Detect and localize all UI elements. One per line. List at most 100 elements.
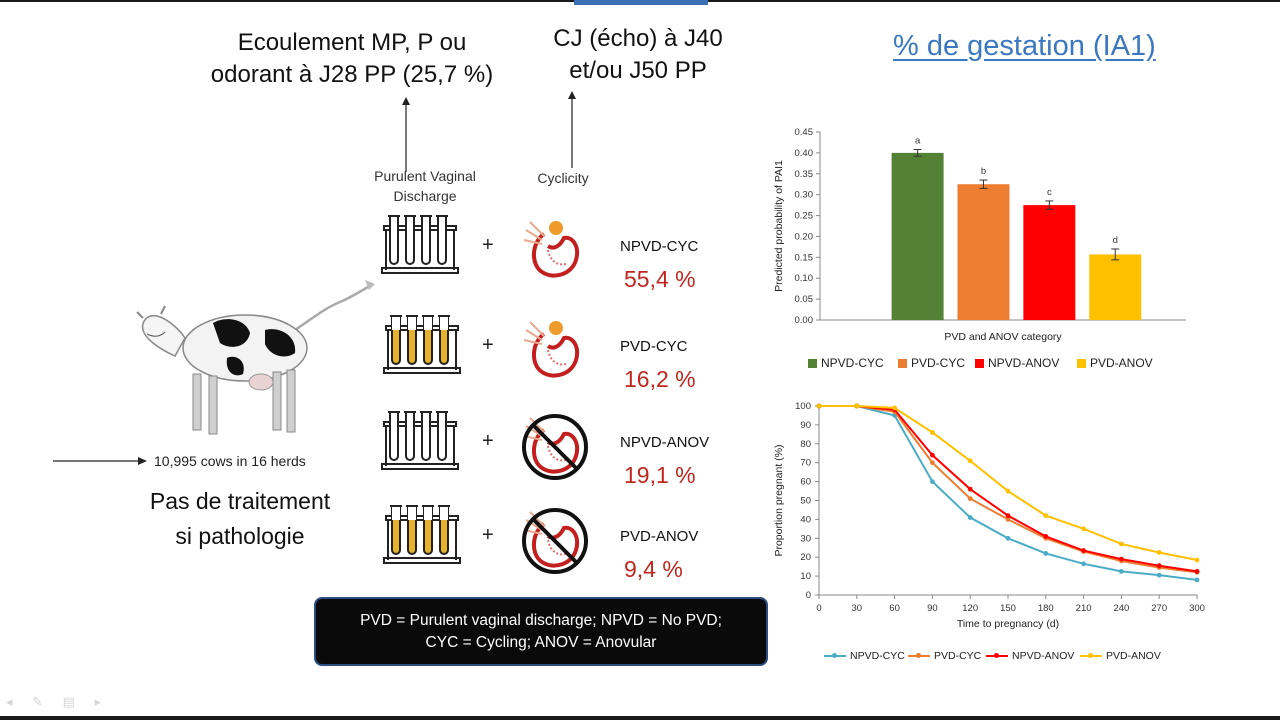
window-bottom-border (0, 716, 1280, 720)
bar-chart: 0.00 0.05 0.10 0.15 0.20 0.25 0.30 0.35 0.40 0.45… (773, 127, 1186, 343)
definitions-line-1: PVD = Purulent vaginal discharge; NPVD =… (360, 611, 722, 629)
line-chart: 0 10 20 30 40 50 60 70 80 90 100 0 30 60 90 120 150 180 21… (773, 401, 1205, 630)
legend-swatch (975, 358, 984, 368)
legend-item-pvd-anov: PVD-ANOV (1080, 650, 1161, 662)
x-tick-label: 0 (816, 603, 821, 614)
bar-pvd-anov (1089, 254, 1142, 320)
ovary-corpus-luteum-icon (520, 316, 590, 391)
series-point (1119, 556, 1124, 562)
legend-item-pvd-cyc: PVD-CYC (898, 356, 965, 370)
definitions-line-2: CYC = Cycling; ANOV = Anovular (425, 633, 657, 651)
series-point (1119, 541, 1124, 547)
test-tubes-icon (382, 312, 464, 389)
group-name-label: PVD-CYC (620, 338, 688, 355)
group-percentage: 16,2 % (624, 366, 696, 392)
presentation-toolbar[interactable]: ◂ ✎ ▤ ▸ (6, 694, 110, 709)
x-tick-label: 210 (1076, 603, 1092, 614)
series-point (930, 479, 935, 484)
significance-letter: a (915, 136, 921, 147)
series-point (1156, 572, 1162, 578)
series-point (967, 515, 973, 520)
window-tab-indicator (574, 0, 708, 5)
legend-swatch (808, 358, 817, 368)
column-label-cyclicity: Cyclicity (537, 170, 589, 186)
legend-item-pvd-cyc: PVD-CYC (908, 650, 981, 662)
series-point (1119, 568, 1124, 574)
series-point (1081, 561, 1086, 567)
y-tick-label: 0.00 (795, 315, 814, 326)
y-tick-label: 70 (800, 458, 811, 469)
plus-sign: + (482, 430, 494, 452)
series-point (1043, 513, 1049, 519)
series-point (816, 403, 822, 409)
bar-npvd-cyc (891, 152, 944, 320)
legend-swatch (1077, 358, 1086, 368)
x-tick-label: 60 (889, 603, 900, 614)
legend-label: PVD-ANOV (1106, 650, 1161, 662)
legend-item-pvd-anov: PVD-ANOV (1077, 356, 1153, 370)
x-tick-label: 240 (1113, 603, 1129, 614)
series-point (1194, 577, 1200, 583)
legend-item-npvd-cyc: NPVD-CYC (808, 356, 884, 370)
ovary-corpus-luteum-icon (520, 216, 590, 291)
x-axis-title: PVD and ANOV category (944, 331, 1062, 343)
group-name-label: NPVD-CYC (620, 238, 699, 255)
y-tick-label: 30 (800, 533, 811, 544)
x-axis-title: Time to pregnancy (d) (957, 618, 1059, 630)
y-axis-title: Proportion pregnant (%) (773, 444, 785, 556)
series-point (1081, 526, 1086, 532)
y-tick-label: 0.35 (795, 169, 814, 180)
test-tubes-icon (380, 408, 462, 485)
legend-label: PVD-CYC (911, 356, 966, 370)
group-name-label: NPVD-ANOV (620, 434, 710, 451)
arrow-icon-cows (53, 457, 147, 465)
series-point (892, 405, 897, 411)
test-tubes-icon (382, 502, 464, 579)
series-point (1156, 550, 1162, 555)
series-point (1156, 563, 1162, 569)
legend-label: PVD-CYC (934, 650, 982, 662)
y-tick-label: 0.10 (795, 273, 814, 284)
x-tick-label: 300 (1189, 603, 1205, 614)
series-point (1194, 557, 1200, 563)
series-point (967, 486, 973, 492)
y-tick-label: 0 (806, 590, 811, 601)
significance-letter: d (1113, 235, 1118, 246)
y-tick-label: 80 (800, 439, 811, 450)
significance-letter: c (1047, 187, 1052, 198)
series-point (930, 452, 935, 458)
plus-sign: + (482, 334, 494, 356)
legend-label: NPVD-CYC (850, 650, 905, 662)
arrow-icon-cyclicity (568, 91, 576, 168)
series-point (854, 403, 860, 409)
y-tick-label: 100 (795, 401, 811, 412)
legend-item-npvd-anov: NPVD-ANOV (975, 356, 1059, 370)
y-tick-label: 0.15 (795, 252, 814, 263)
legend-line-swatch (1080, 653, 1102, 658)
legend-item-npvd-anov: NPVD-ANOV (986, 650, 1074, 662)
no-treatment-text: Pas de traitement si pathologie (149, 488, 331, 549)
y-axis-title: Predicted probability of PAI1 (773, 160, 785, 292)
y-tick-label: 0.30 (795, 190, 814, 201)
y-tick-label: 60 (800, 477, 811, 488)
x-tick-label: 180 (1038, 603, 1054, 614)
y-tick-label: 20 (800, 552, 811, 563)
series-point (1043, 534, 1049, 539)
series-point (1081, 548, 1086, 553)
legend-label: NPVD-CYC (821, 356, 884, 370)
cyclicity-note: CJ (écho) à J40 et/ou J50 PP (553, 25, 723, 84)
slide-title-link[interactable]: % de gestation (IA1) (893, 30, 1156, 62)
series-point (967, 496, 973, 502)
y-tick-label: 50 (800, 496, 811, 507)
cows-herds-label: 10,995 cows in 16 herds (154, 453, 306, 469)
series-point (1005, 513, 1011, 519)
bar-npvd-anov (1023, 205, 1076, 320)
legend-label: NPVD-ANOV (1012, 650, 1075, 662)
cow-illustration (136, 280, 375, 435)
legend-line-swatch (908, 653, 930, 658)
legend-swatch (898, 358, 907, 368)
series-point (930, 430, 935, 435)
series-point (930, 460, 935, 466)
test-tubes-icon (380, 212, 462, 289)
series-point (1005, 488, 1011, 494)
